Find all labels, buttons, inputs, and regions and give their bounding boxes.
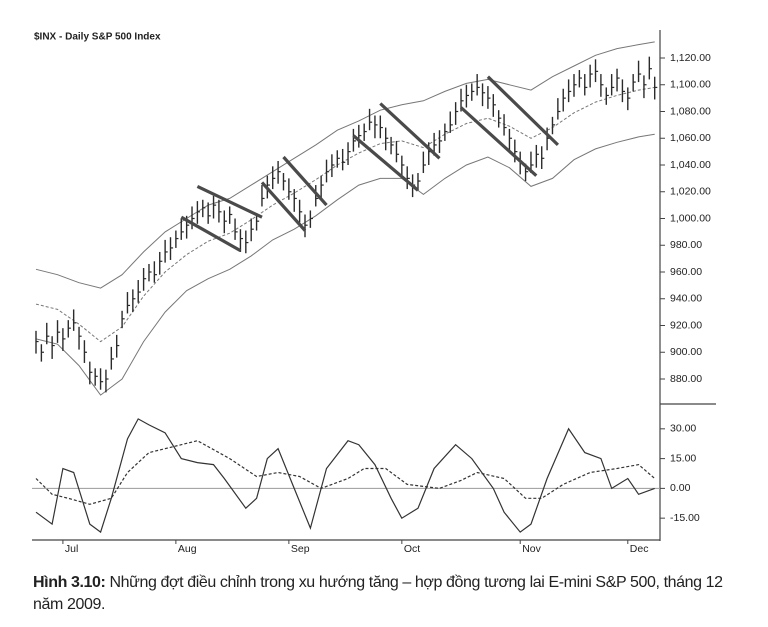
y-tick-label: 1,080.00 — [670, 105, 711, 117]
y-tick-label: -15.00 — [670, 512, 700, 524]
y-tick-label: 0.00 — [670, 482, 691, 494]
x-tick-label: Sep — [291, 543, 310, 555]
band-line — [35, 133, 655, 396]
caption: Hình 3.10: Những đợt điều chỉnh trong xu… — [33, 572, 733, 616]
x-tick-label: Oct — [404, 543, 420, 555]
y-tick-label: 15.00 — [670, 452, 696, 464]
oscillator-line — [35, 440, 656, 505]
trendline — [180, 215, 242, 252]
x-tick-label: Nov — [522, 543, 541, 555]
y-tick-label: 1,000.00 — [670, 212, 711, 224]
trendline — [196, 184, 263, 219]
y-tick-label: 1,020.00 — [670, 186, 711, 198]
chart: $INX - Daily S&P 500 Index 880.00 900.00 9… — [32, 30, 716, 555]
band-line — [35, 41, 655, 289]
chart-title: $INX - Daily S&P 500 Index — [34, 32, 161, 43]
y-tick-label: 1,100.00 — [670, 79, 711, 91]
y-tick-label: 960.00 — [670, 266, 702, 278]
y-tick-label: 940.00 — [670, 293, 702, 305]
trendline — [486, 75, 560, 147]
trendline — [459, 106, 538, 177]
band-line — [35, 86, 655, 343]
x-tick-label: Aug — [178, 543, 197, 555]
oscillator-line — [35, 418, 655, 534]
trendline — [282, 155, 328, 207]
x-tick-label: Dec — [630, 543, 649, 555]
y-tick-label: 880.00 — [670, 373, 702, 385]
caption-label: Hình 3.10: — [33, 574, 106, 591]
y-tick-label: 1,040.00 — [670, 159, 711, 171]
y-tick-label: 1,060.00 — [670, 132, 711, 144]
y-tick-label: 980.00 — [670, 239, 702, 251]
caption-text: Những đợt điều chỉnh trong xu hướng tăng… — [33, 574, 723, 613]
x-tick-label: Jul — [65, 543, 78, 555]
y-tick-label: 920.00 — [670, 319, 702, 331]
trendline — [260, 181, 307, 232]
y-tick-label: 30.00 — [670, 423, 696, 435]
y-tick-label: 900.00 — [670, 346, 702, 358]
trendline — [379, 102, 441, 160]
trendline — [352, 134, 420, 192]
y-tick-label: 1,120.00 — [670, 52, 711, 64]
